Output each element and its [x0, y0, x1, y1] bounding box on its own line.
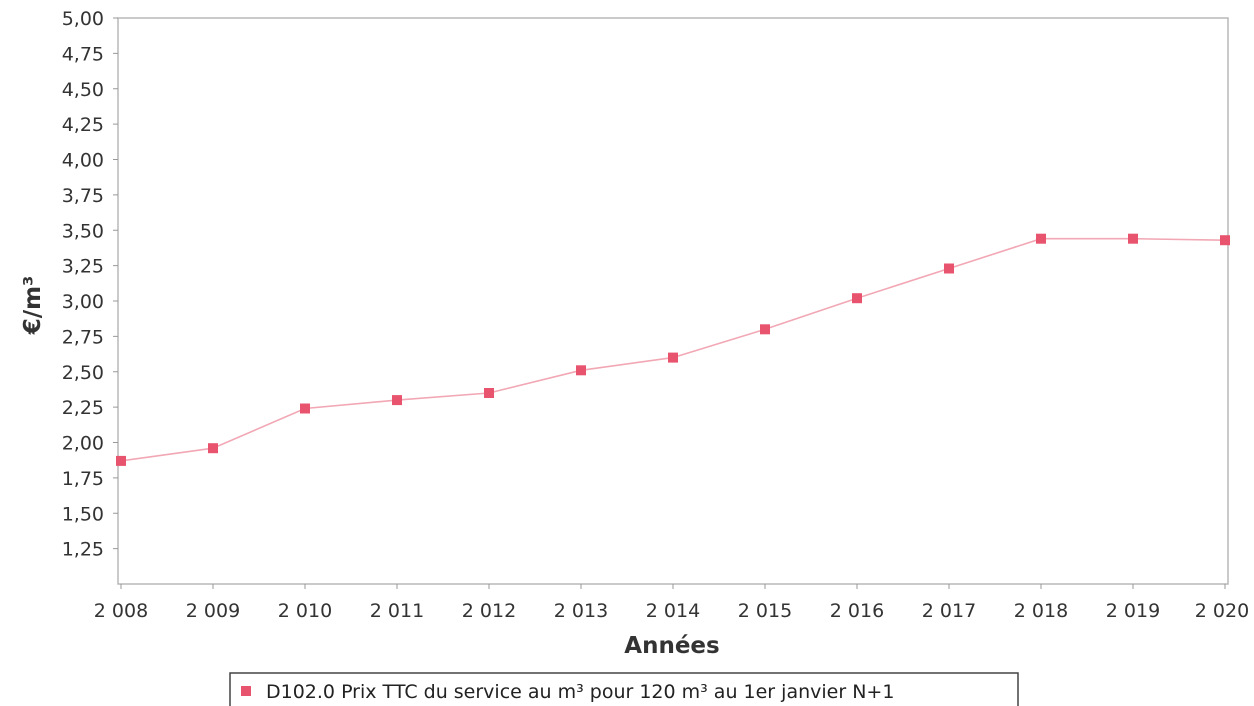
legend-label: D102.0 Prix TTC du service au m³ pour 12… [266, 681, 894, 703]
y-tick-label: 3,00 [62, 291, 104, 313]
legend-swatch [241, 686, 251, 696]
data-point [116, 455, 126, 466]
y-tick-label: 4,25 [62, 114, 104, 136]
y-tick-label: 3,50 [62, 220, 104, 242]
x-tick-label: 2 008 [94, 600, 148, 622]
series-layer [116, 233, 1230, 466]
y-tick-label: 4,00 [62, 150, 104, 172]
data-point [1220, 235, 1230, 246]
x-tick-label: 2 018 [1014, 600, 1068, 622]
data-point [944, 263, 954, 274]
data-point [852, 293, 862, 304]
x-tick-label: 2 019 [1106, 600, 1160, 622]
y-tick-label: 3,25 [62, 256, 104, 278]
legend-box [229, 672, 1019, 706]
y-tick-label: 2,00 [62, 433, 104, 455]
data-point [484, 388, 494, 398]
x-axis-title: Années [624, 633, 719, 659]
data-point [576, 365, 586, 376]
x-tick-label: 2 016 [830, 600, 884, 622]
y-tick-label: 5,00 [62, 8, 104, 30]
x-axis-ticks: 2 008 2 009 2 010 2 011 2 012 2 013 2 014 2 015… [94, 584, 1249, 622]
x-tick-label: 2 013 [554, 600, 608, 622]
x-tick-label: 2 017 [922, 600, 976, 622]
legend: D102.0 Prix TTC du service au m³ pour 12… [229, 672, 1019, 706]
y-tick-label: 1,75 [62, 468, 104, 490]
y-tick-label: 4,75 [62, 43, 104, 65]
x-tick-label: 2 011 [370, 600, 424, 622]
x-tick-label: 2 009 [186, 600, 240, 622]
y-tick-label: 3,75 [62, 185, 104, 207]
data-point [300, 403, 310, 414]
data-point [1036, 233, 1046, 244]
y-tick-label: 1,50 [62, 503, 104, 525]
y-tick-label: 4,50 [62, 79, 104, 101]
x-tick-label: 2 015 [738, 600, 792, 622]
x-tick-label: 2 010 [278, 600, 332, 622]
data-point [392, 395, 402, 406]
y-tick-label: 2,25 [62, 397, 104, 419]
data-point [208, 443, 218, 454]
y-axis-title: €/m³ [20, 276, 46, 335]
x-tick-label: 2 020 [1195, 600, 1249, 622]
plot-area [117, 17, 1229, 585]
y-tick-label: 2,75 [62, 326, 104, 348]
y-tick-label: 2,50 [62, 362, 104, 384]
data-point [760, 324, 770, 335]
data-point [1128, 233, 1138, 244]
x-tick-label: 2 014 [646, 600, 700, 622]
y-tick-label: 1,25 [62, 539, 104, 561]
y-axis-ticks: 5,00 4,75 4,50 4,25 4,00 3,75 3,50 3,25 3,00 2,75… [62, 8, 118, 561]
x-tick-label: 2 012 [462, 600, 516, 622]
data-point [668, 352, 678, 363]
